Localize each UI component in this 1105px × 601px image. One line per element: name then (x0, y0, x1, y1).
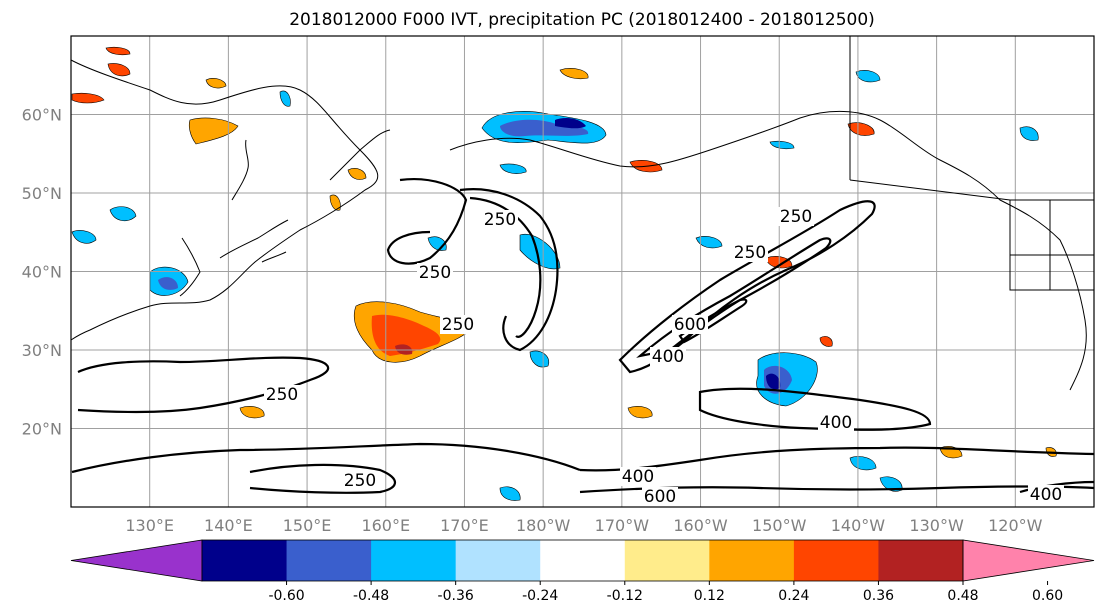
contour-label-bg (778, 207, 814, 226)
ivt-400-south-b (579, 446, 1095, 472)
neg-anomaly-bering-core (500, 119, 589, 137)
contour-label-bg (732, 243, 768, 262)
ivt-contours (71, 178, 1095, 494)
lon-tick-label: 120°W (988, 516, 1043, 535)
colorbar-bin (709, 540, 795, 581)
ivt-400-subtropical (698, 387, 932, 431)
lon-tick-label: 130°W (909, 516, 964, 535)
lon-tick-label: 160°E (361, 516, 410, 535)
ivt-250-northeast-pacific (618, 200, 876, 374)
coastlines (70, 36, 1094, 391)
ivt-250-south-c (249, 463, 397, 494)
colorbar-frame (201, 539, 964, 582)
colorbar-tick-labels: -0.60 -0.48 -0.36 -0.24 -0.12 0.12 0.24 0.36 0.4… (268, 581, 1063, 601)
neg-anomaly-subtropical-max (766, 373, 781, 390)
contour-label-bg (818, 413, 854, 432)
map-frame (70, 35, 1095, 508)
contour-label: 250 (442, 315, 474, 335)
contour-label: 250 (266, 385, 298, 405)
lon-tick-label: 140°E (204, 516, 253, 535)
alaska-coastline (449, 111, 1087, 391)
colorbar-tick-label: 0.60 (1032, 588, 1063, 601)
colorbar-extend-low (70, 539, 203, 582)
colorbar-tick-label: 0.12 (694, 588, 725, 601)
latitude-labels: 60°N 50°N 40°N 30°N 20°N (22, 106, 62, 439)
contour-label: 600 (644, 487, 676, 507)
lon-tick-label: 170°W (595, 516, 650, 535)
ivt-250-south-a (71, 442, 581, 474)
colorbar-bin (455, 540, 541, 581)
contour-label-bg (620, 467, 656, 486)
contour-label: 400 (820, 413, 852, 433)
lat-tick-label: 30°N (22, 341, 62, 360)
map-title: 2018012000 F000 IVT, precipitation PC (2… (289, 10, 875, 30)
japan-coastline (219, 139, 289, 263)
longitude-labels: 130°E 140°E 150°E 160°E 170°E 180°W 170°W 160°W… (125, 516, 1042, 535)
colorbar-tick-label: -0.48 (353, 588, 389, 601)
lon-tick-label: 140°W (831, 516, 886, 535)
contour-label: 250 (344, 471, 376, 491)
colorbar-bin (371, 540, 457, 581)
colorbar-extend-high (962, 539, 1095, 582)
lat-tick-label: 40°N (22, 263, 62, 282)
colorbar-bin (286, 540, 372, 581)
ivt-250-ar-main (459, 188, 559, 352)
kamchatka (329, 129, 391, 181)
colorbar-bin (878, 540, 964, 581)
colorbar-bin (540, 540, 626, 581)
ivt-250-ar-loop (386, 178, 468, 265)
lon-tick-label: 130°E (125, 516, 174, 535)
lon-tick-label: 160°W (673, 516, 728, 535)
colorbar-bin (793, 540, 879, 581)
colorbar-tick-label: 0.24 (778, 588, 809, 601)
lon-tick-label: 150°W (752, 516, 807, 535)
ivt-250-ar-inner (469, 196, 542, 338)
colorbar-bin (624, 540, 710, 581)
contour-label-bg (440, 315, 476, 334)
contour-label-bg (342, 471, 378, 490)
colorbar-tick-label: 0.48 (947, 588, 978, 601)
ivt-400-northeast-pacific (636, 237, 832, 358)
contour-label-bg (650, 347, 686, 366)
contour-label-bg (264, 385, 300, 404)
contour-label: 250 (484, 210, 516, 230)
us-states-a (1009, 200, 1094, 291)
contour-label: 250 (780, 207, 812, 227)
contour-label: 250 (419, 263, 451, 283)
contour-label-bg (672, 315, 708, 334)
lat-tick-label: 20°N (22, 420, 62, 439)
contour-label-bg (482, 210, 518, 229)
colorbar (70, 539, 1095, 582)
korea-coastline (179, 237, 201, 297)
neg-anomaly-bering-max (555, 118, 586, 129)
contour-label: 400 (622, 467, 654, 487)
colorbar-tick-label: 0.36 (863, 588, 894, 601)
lat-tick-label: 60°N (22, 106, 62, 125)
ivt-400-east (1019, 480, 1095, 494)
contour-label: 400 (652, 347, 684, 367)
contour-label: 250 (734, 243, 766, 263)
ivt-250-kuroshio (77, 356, 330, 414)
asia-coastline (70, 59, 378, 341)
colorbar-bin (202, 540, 288, 581)
contour-label-bg (1028, 485, 1064, 504)
colorbar-tick-label: -0.24 (522, 588, 558, 601)
lon-tick-label: 150°E (283, 516, 332, 535)
lon-tick-label: 170°E (440, 516, 489, 535)
graticule (71, 36, 1094, 507)
contour-label-bg (642, 487, 678, 506)
lat-tick-label: 50°N (22, 184, 62, 203)
colorbar-tick-label: -0.36 (438, 588, 474, 601)
colorbar-tick-label: -0.60 (268, 588, 304, 601)
contour-label-bg (417, 263, 453, 282)
lon-tick-label: 180°W (516, 516, 571, 535)
pos-anomaly-central-pacific-core (371, 314, 441, 356)
colorbar-tick-label: -0.12 (607, 588, 643, 601)
contour-label: 600 (674, 315, 706, 335)
contour-label: 400 (1030, 485, 1062, 505)
